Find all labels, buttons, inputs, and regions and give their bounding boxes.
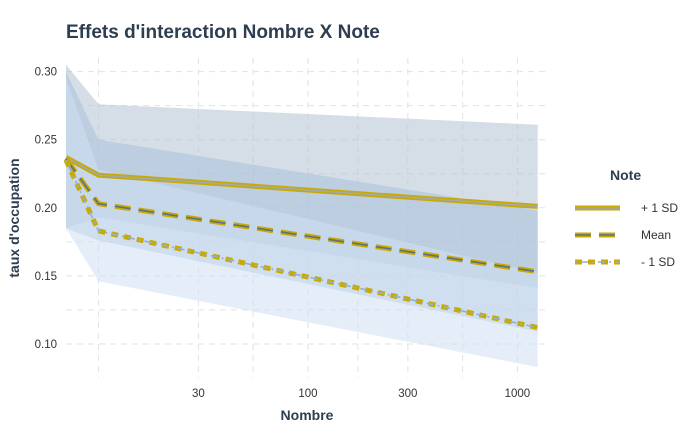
series-line-center xyxy=(65,158,538,273)
confidence-band xyxy=(66,78,538,368)
legend-items: + 1 SD Mean - 1 SD xyxy=(575,201,678,269)
series-lines xyxy=(63,155,539,331)
series-line-center xyxy=(65,159,538,329)
chart-title: Effets d'interaction Nombre X Note xyxy=(66,22,380,43)
legend: Note + 1 SD Mean - 1 SD xyxy=(575,167,678,269)
legend-label: + 1 SD xyxy=(641,201,678,215)
confidence-bands xyxy=(66,64,538,368)
y-tick-label: 0.10 xyxy=(35,339,57,351)
y-tick-label: 0.30 xyxy=(35,67,57,79)
series-line-center xyxy=(65,156,538,208)
x-axis-title: Nombre xyxy=(281,407,334,423)
y-axis-ticks: 0.10 0.15 0.20 0.25 0.30 xyxy=(35,67,57,351)
x-axis-ticks: 30 100 300 1000 xyxy=(192,388,530,400)
legend-label: - 1 SD xyxy=(641,255,675,269)
x-tick-label: 30 xyxy=(192,388,205,400)
y-tick-label: 0.25 xyxy=(35,135,57,147)
x-tick-label: 100 xyxy=(298,388,317,400)
y-tick-label: 0.20 xyxy=(35,203,57,215)
x-tick-label: 300 xyxy=(398,388,417,400)
y-tick-label: 0.15 xyxy=(35,271,57,283)
series-line xyxy=(63,159,539,331)
x-tick-label: 1000 xyxy=(505,388,531,400)
legend-label: Mean xyxy=(641,228,671,242)
legend-title: Note xyxy=(610,167,641,183)
y-axis-title: taux d'occupation xyxy=(6,158,22,277)
